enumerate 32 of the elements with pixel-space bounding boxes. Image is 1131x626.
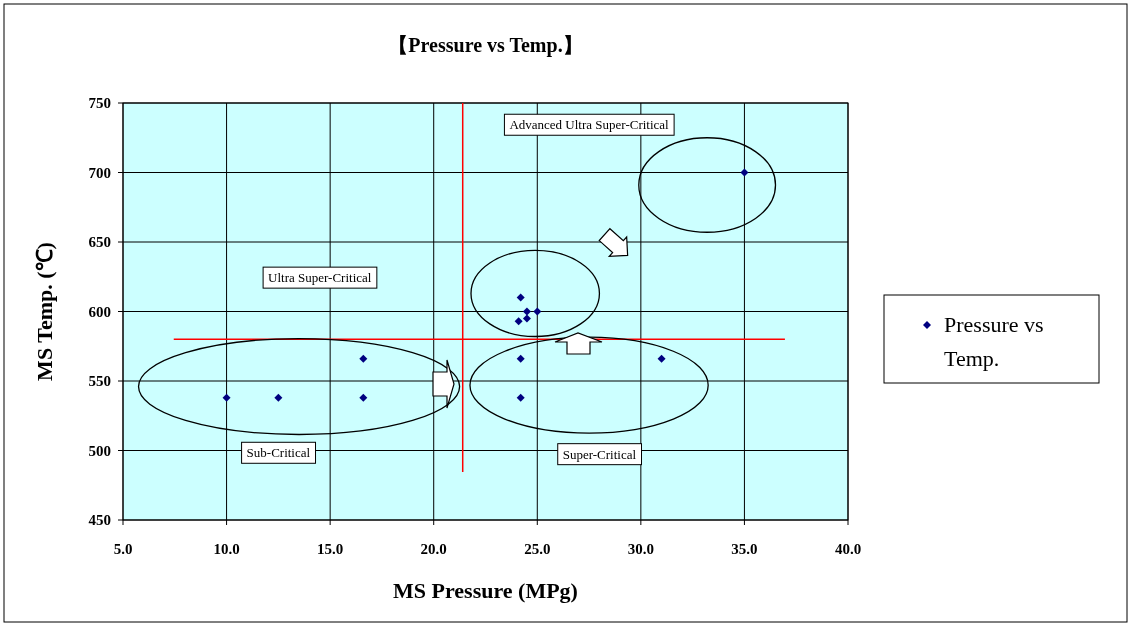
- y-tick-label: 550: [88, 373, 111, 389]
- y-tick-label: 450: [88, 512, 111, 528]
- x-tick-label: 20.0: [420, 541, 447, 557]
- x-tick-label: 35.0: [731, 541, 758, 557]
- point: [514, 317, 523, 326]
- x-tick-label: 30.0: [627, 541, 654, 557]
- point: [522, 307, 531, 316]
- x-tick-label: 15.0: [317, 541, 344, 557]
- point: [516, 393, 525, 402]
- x-tick-label: 40.0: [834, 541, 862, 557]
- point: [516, 293, 525, 302]
- point: [516, 354, 525, 363]
- y-tick-label: 500: [88, 442, 111, 459]
- legend-label: Pressure vs Temp.: [944, 312, 1044, 371]
- annotation: Ultra Super-Critical: [268, 270, 372, 286]
- annotation: Super-Critical: [562, 446, 637, 462]
- annotation: Sub-Critical: [246, 445, 311, 461]
- point: [533, 307, 542, 316]
- chart-title: 【Pressure vs Temp.】: [388, 34, 583, 57]
- y-tick-label: 700: [88, 164, 111, 181]
- point: [657, 354, 666, 363]
- x-tick-label: 25.0: [524, 541, 551, 557]
- annotation: Advanced Ultra Super-Critical: [509, 117, 670, 133]
- x-tick-label: 10.0: [213, 541, 240, 557]
- y-tick-label: 750: [88, 95, 111, 111]
- y-tick-label: 650: [88, 234, 111, 250]
- x-tick-label: 5.0: [113, 541, 133, 557]
- y-tick-label: 600: [88, 303, 111, 320]
- point: [522, 314, 531, 323]
- point: [740, 168, 749, 177]
- y-axis-title: MS Temp. (℃): [32, 242, 57, 381]
- x-axis-title: MS Pressure (MPg): [393, 578, 578, 603]
